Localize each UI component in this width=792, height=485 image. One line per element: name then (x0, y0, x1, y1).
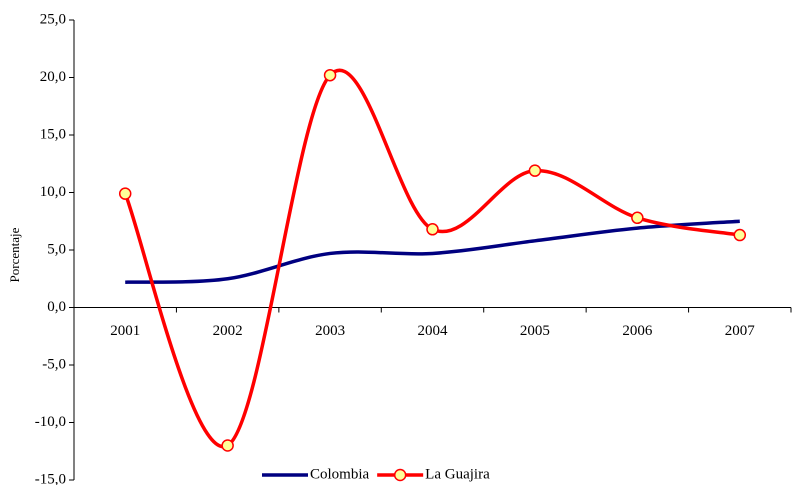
y-tick-label: 10,0 (40, 184, 66, 200)
y-tick-label: 5,0 (47, 241, 66, 257)
y-axis-label: Porcentaje (7, 227, 22, 282)
x-tick-label: 2003 (315, 323, 345, 339)
x-tick-label: 2005 (520, 323, 550, 339)
series-line (123, 68, 741, 449)
marker (426, 223, 439, 236)
y-tick-label: 15,0 (40, 126, 66, 142)
marker (118, 187, 132, 200)
legend-label: Colombia (310, 466, 370, 482)
x-tick-label: 2004 (418, 323, 449, 339)
y-tick-label: 0,0 (47, 299, 66, 315)
y-tick-label: -10,0 (35, 414, 66, 430)
x-tick-label: 2001 (110, 323, 140, 339)
series-line (125, 219, 740, 284)
y-tick-label: -15,0 (35, 471, 66, 485)
legend-label: La Guajira (425, 466, 490, 482)
marker (631, 211, 644, 225)
y-tick-label: 25,0 (40, 11, 66, 27)
marker (528, 164, 542, 177)
legend-marker (393, 468, 407, 482)
x-tick-label: 2007 (725, 323, 756, 339)
marker (323, 68, 337, 82)
marker (733, 228, 747, 242)
y-tick-label: 20,0 (40, 69, 66, 85)
y-tick-label: -5,0 (42, 356, 66, 372)
x-tick-label: 2002 (213, 323, 243, 339)
x-tick-label: 2006 (622, 323, 653, 339)
marker (221, 439, 234, 452)
